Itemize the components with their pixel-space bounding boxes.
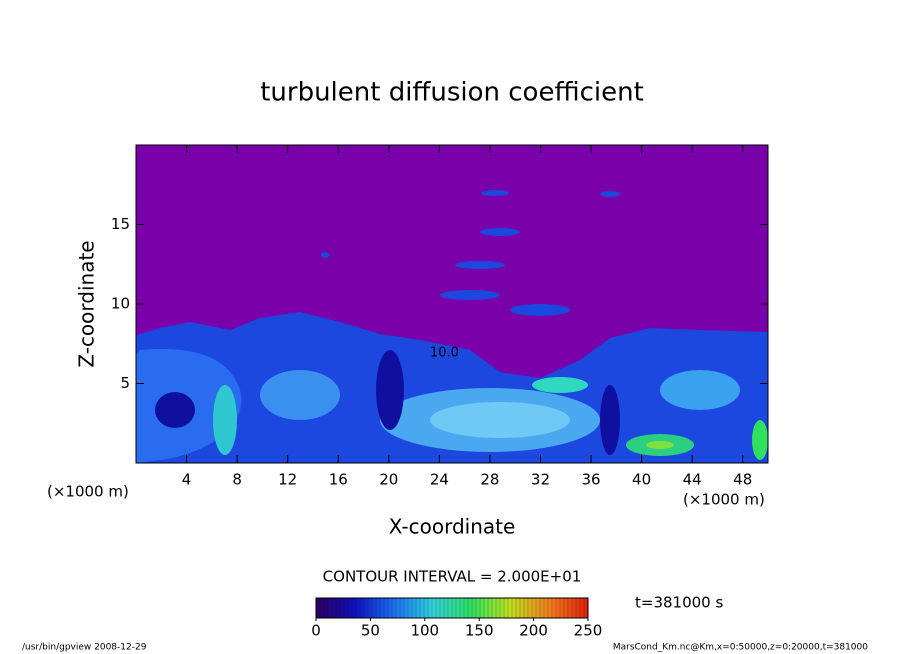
x-tick-label: 36 <box>581 471 600 489</box>
y-axis-label: Z-coordinate <box>75 240 99 367</box>
x-tick-label: 32 <box>531 471 550 489</box>
footer-right: MarsCond_Km.nc@Km,x=0:50000,z=0:20000,t=… <box>613 643 868 653</box>
y-tick-label: 15 <box>111 215 130 233</box>
x-tick-label: 28 <box>480 471 499 489</box>
colorbar-tick-label: 200 <box>519 622 548 640</box>
colorbar-tick-label: 0 <box>311 622 321 640</box>
time-label: t=381000 s <box>635 594 723 612</box>
x-tick-label: 8 <box>232 471 242 489</box>
x-tick-label: 24 <box>430 471 449 489</box>
colorbar-tick-label: 250 <box>574 622 603 640</box>
x-tick-label: 48 <box>733 471 752 489</box>
x-axis-label: X-coordinate <box>389 515 516 539</box>
x-tick-label: 16 <box>329 471 348 489</box>
x-tick-label: 44 <box>683 471 702 489</box>
contour-interval: CONTOUR INTERVAL = 2.000E+01 <box>323 568 582 586</box>
x-tick-label: 4 <box>182 471 192 489</box>
y-tick-label: 5 <box>120 374 130 392</box>
x-unit: (×1000 m) <box>683 491 765 509</box>
colorbar-tick-label: 100 <box>410 622 439 640</box>
footer-left: /usr/bin/gpview 2008-12-29 <box>22 643 147 653</box>
chart-title: turbulent diffusion coefficient <box>260 78 644 108</box>
contour-field <box>136 145 768 463</box>
contour-label: 10.0 <box>430 346 459 361</box>
x-tick-label: 20 <box>379 471 398 489</box>
x-tick-label: 12 <box>278 471 297 489</box>
colorbar-tick-label: 50 <box>361 622 380 640</box>
colorbar-tick-label: 150 <box>465 622 494 640</box>
y-tick-label: 10 <box>111 295 130 313</box>
x-unit: (×1000 m) <box>47 483 129 501</box>
x-tick-label: 40 <box>632 471 651 489</box>
